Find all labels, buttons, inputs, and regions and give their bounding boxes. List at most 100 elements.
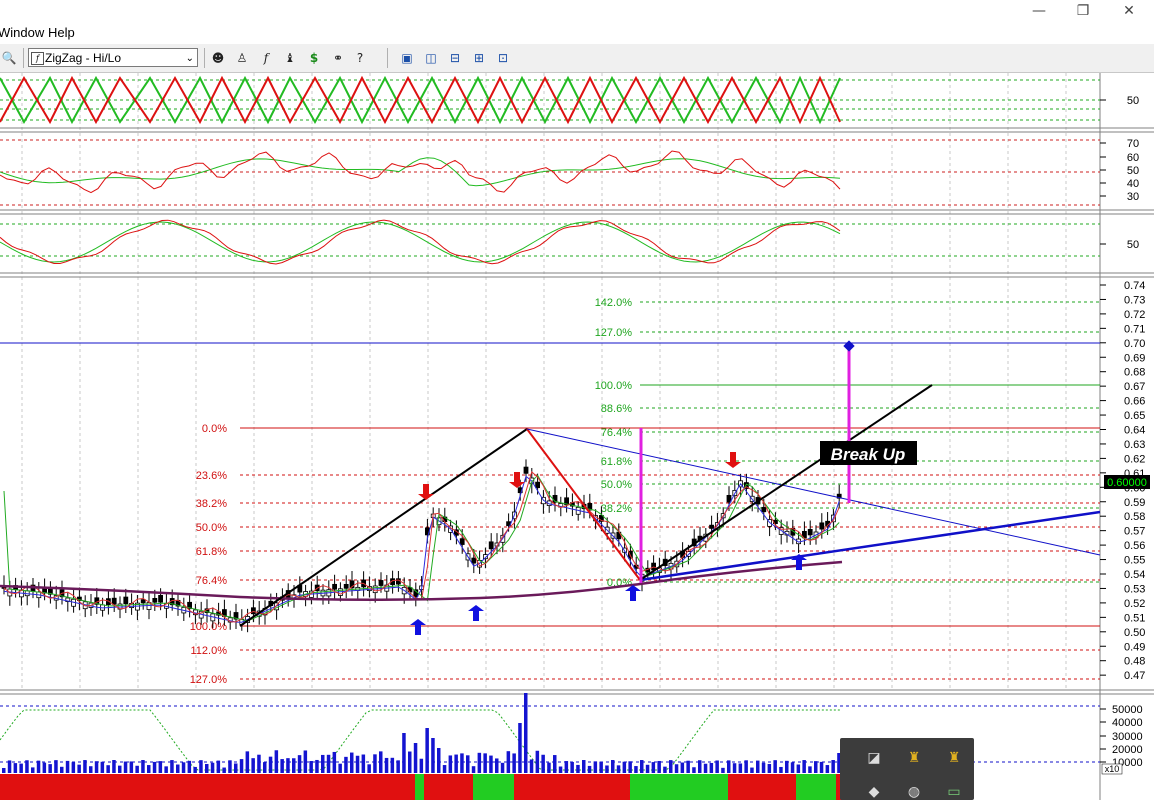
fib-retracement-label: 61.8% <box>196 546 227 558</box>
chart-area[interactable]: 50 70 60 50 40 30 50 0.0% 23.6% 38.2% 50.0% 61.8… <box>0 73 1154 800</box>
volume-bar <box>268 756 273 773</box>
volume-bar <box>176 764 180 773</box>
monitor-icon[interactable]: ▭ <box>947 784 961 800</box>
price-axis-label: 0.49 <box>1124 641 1145 653</box>
volume-bar <box>518 723 522 773</box>
volume-axis-label: 50000 <box>1112 704 1143 716</box>
volume-bar <box>698 760 702 773</box>
binoculars-icon[interactable]: ⚭ <box>332 51 344 65</box>
layout-grid-icon[interactable]: ⊞ <box>473 51 485 65</box>
volume-bar <box>129 761 134 773</box>
volume-bar <box>587 765 592 773</box>
restore-icon[interactable]: ❐ <box>1076 3 1090 19</box>
minimize-icon[interactable]: — <box>1032 3 1046 19</box>
volume-bar <box>147 765 151 773</box>
zoom-icon[interactable]: 🔍 <box>1 51 17 65</box>
investigator-icon[interactable]: ♙ <box>236 51 248 65</box>
trend-segment <box>630 774 728 800</box>
volume-bar <box>727 760 731 773</box>
volume-axis-label: 20000 <box>1112 744 1143 756</box>
fib-extension-label: 100.0% <box>595 380 633 392</box>
layout-tile-vertical-icon[interactable]: ◫ <box>425 51 437 65</box>
candle-body <box>106 598 111 605</box>
indicator-icon[interactable]: ☻ <box>211 51 225 65</box>
volume-bar <box>576 764 580 773</box>
candle-body <box>564 497 569 506</box>
layout-custom-icon[interactable]: ⊡ <box>497 51 509 65</box>
candle-body <box>332 583 338 590</box>
candle-body <box>459 538 465 545</box>
candle-body <box>140 599 146 604</box>
volume-bar <box>715 760 719 773</box>
channel-line <box>639 384 933 581</box>
volume-bar <box>500 762 505 773</box>
indicator-select[interactable]: f ZigZag - Hi/Lo ⌄ <box>28 48 198 67</box>
dollar-icon[interactable]: $ <box>309 51 319 65</box>
menu-window[interactable]: Window <box>0 25 45 40</box>
menu-help[interactable]: Help <box>48 25 75 40</box>
volume-bar <box>674 764 679 773</box>
volume-bar <box>19 763 23 773</box>
volume-bar <box>796 764 801 773</box>
app-icon-1[interactable]: ♜ <box>907 750 921 766</box>
candle-body <box>726 494 732 503</box>
volume-bar <box>326 754 331 773</box>
fib-extension-label: 50.0% <box>601 479 632 491</box>
fib-retracement-label: 0.0% <box>202 423 227 435</box>
zigzag-axis-label: 50 <box>1127 95 1139 107</box>
trend-segment <box>796 774 836 800</box>
volume-bar <box>524 693 528 773</box>
candle-body <box>546 500 552 506</box>
volume-bar <box>541 754 545 773</box>
candle-body <box>836 493 842 499</box>
volume-bar <box>692 767 696 773</box>
settings-icon[interactable]: ◆ <box>868 784 880 800</box>
strategy-icon[interactable]: ♝ <box>284 51 296 65</box>
trend-segment <box>0 774 415 800</box>
volume-bar <box>767 763 772 773</box>
volume-bar <box>71 762 76 773</box>
candle-body <box>349 580 355 589</box>
fib-extension-label: 38.2% <box>601 503 632 515</box>
volume-bar <box>25 760 29 773</box>
volume-bar <box>657 760 661 773</box>
layout-cascade-icon[interactable]: ▣ <box>401 51 413 65</box>
volume-bar <box>408 751 412 773</box>
fib-extension-label: 76.4% <box>601 427 632 439</box>
screenshot-icon[interactable]: ◪ <box>867 750 881 766</box>
candle-body <box>587 503 593 511</box>
volume-bar <box>216 760 221 773</box>
fib-retracement-label: 76.4% <box>196 575 227 587</box>
fib-retracement-label: 38.2% <box>196 498 227 510</box>
volume-bar <box>535 750 540 773</box>
volume-bar <box>547 762 551 773</box>
volume-bar <box>158 761 163 773</box>
volume-bar <box>709 762 714 773</box>
volume-bar <box>332 751 337 773</box>
layout-tile-horizontal-icon[interactable]: ⊟ <box>449 51 461 65</box>
close-icon[interactable]: ✕ <box>1123 3 1135 19</box>
price-axis-label: 0.67 <box>1124 381 1145 393</box>
globe-icon[interactable]: ◍ <box>907 784 921 800</box>
volume-bar <box>297 755 302 773</box>
volume-bar <box>152 761 157 773</box>
volume-bar <box>512 753 516 773</box>
candle-body <box>807 528 813 536</box>
volume-bar <box>344 756 348 773</box>
volume-bar <box>471 766 476 773</box>
volume-bar <box>7 760 12 773</box>
volume-bar <box>605 765 609 773</box>
volume-bar <box>245 751 250 773</box>
app-icon-2[interactable]: ♜ <box>947 750 961 766</box>
current-price-tag <box>1104 475 1150 489</box>
volume-bar <box>187 760 192 773</box>
zigzag-pane: 50 <box>0 75 1139 125</box>
price-axis-label: 0.65 <box>1124 410 1145 422</box>
buy-arrow-icon <box>791 554 807 570</box>
volume-bar <box>292 758 296 773</box>
help-pointer-icon[interactable]: ? <box>356 51 364 65</box>
volume-bar <box>640 760 644 773</box>
function-icon[interactable]: f <box>263 51 269 65</box>
volume-bar <box>193 766 197 773</box>
